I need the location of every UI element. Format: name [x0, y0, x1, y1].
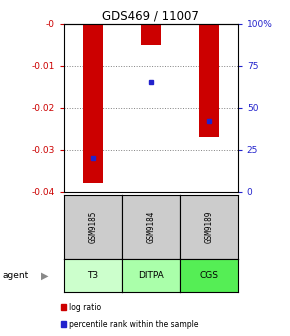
- Text: CGS: CGS: [199, 271, 218, 280]
- Text: T3: T3: [87, 271, 98, 280]
- Text: agent: agent: [3, 271, 29, 280]
- Title: GDS469 / 11007: GDS469 / 11007: [102, 9, 199, 23]
- Text: GSM9184: GSM9184: [146, 211, 155, 243]
- Bar: [199, 24, 219, 137]
- Text: GSM9189: GSM9189: [204, 211, 213, 243]
- Text: percentile rank within the sample: percentile rank within the sample: [69, 320, 199, 329]
- Bar: [141, 24, 161, 45]
- Text: ▶: ▶: [41, 270, 49, 281]
- Text: DITPA: DITPA: [138, 271, 164, 280]
- Text: GSM9185: GSM9185: [88, 211, 97, 243]
- Text: log ratio: log ratio: [69, 303, 101, 312]
- Bar: [83, 24, 103, 183]
